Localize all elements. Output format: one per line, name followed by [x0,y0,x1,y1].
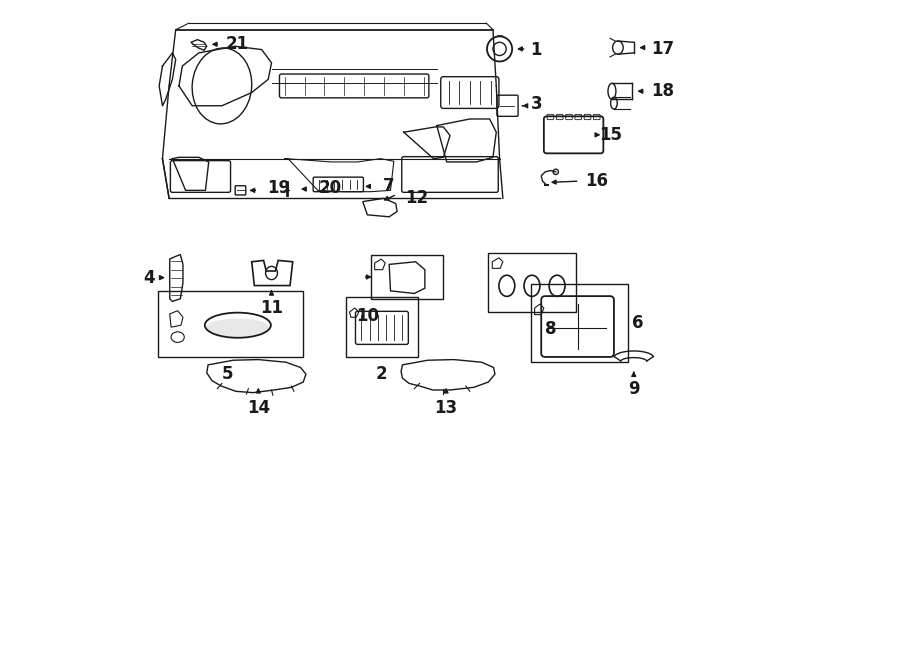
Text: 6: 6 [633,314,643,332]
Text: 2: 2 [376,365,388,383]
Text: 14: 14 [247,399,270,417]
Text: 9: 9 [628,380,640,398]
Text: 17: 17 [651,40,674,58]
Bar [531,284,628,362]
Text: 8: 8 [545,320,557,338]
Text: 4: 4 [144,268,155,287]
Text: 18: 18 [651,82,674,100]
Bar [489,253,576,312]
Text: 13: 13 [435,399,457,417]
Text: 5: 5 [221,365,233,383]
Text: 15: 15 [599,126,623,144]
Bar [371,255,444,299]
Text: 3: 3 [531,95,543,113]
Text: 21: 21 [225,35,248,54]
Text: 20: 20 [320,179,342,198]
Bar [158,291,303,357]
Text: 7: 7 [382,177,394,196]
Text: 19: 19 [267,179,291,198]
Text: 11: 11 [260,299,283,317]
Text: 10: 10 [356,307,380,325]
Bar [346,297,419,357]
Ellipse shape [205,319,270,337]
Text: 12: 12 [405,189,428,208]
Text: 16: 16 [585,172,608,190]
Text: 1: 1 [531,41,542,59]
